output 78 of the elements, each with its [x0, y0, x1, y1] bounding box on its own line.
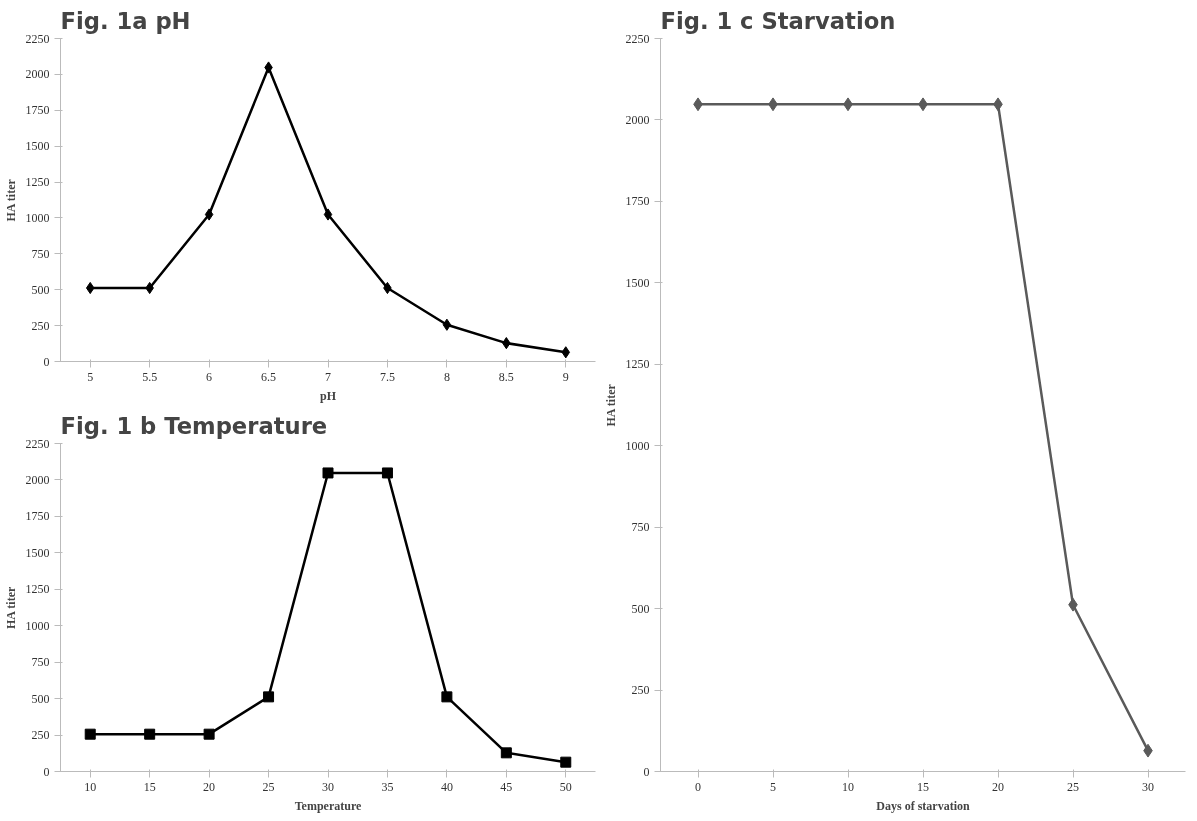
x-tick-label: 50	[559, 779, 572, 794]
point	[500, 747, 512, 759]
y-axis-title: HA titer	[603, 383, 618, 427]
x-tick-label: 7.5	[379, 369, 395, 384]
y-tick-label: 2250	[25, 31, 50, 46]
x-tick-label: 20	[203, 779, 216, 794]
y-tick-label: 2250	[625, 31, 650, 46]
x-tick-label: 8.5	[498, 369, 514, 384]
y-tick-label: 1000	[25, 210, 50, 225]
chart-title: Fig. 1 c Starvation	[660, 7, 896, 34]
x-tick-label: 15	[917, 779, 929, 794]
y-tick-label: 2250	[25, 436, 50, 451]
y-tick-label: 0	[43, 354, 50, 369]
point	[204, 208, 214, 221]
y-tick-label: 1250	[625, 357, 650, 372]
y-axis-title: HA titer	[3, 586, 18, 629]
chart-title: Fig. 1 b Temperature	[60, 412, 328, 439]
x-tick-label: 20	[992, 779, 1004, 794]
y-tick-label: 1500	[625, 275, 650, 290]
y-tick-label: 1000	[25, 618, 50, 633]
point	[381, 467, 393, 479]
x-tick-label: 35	[381, 779, 394, 794]
x-tick-label: 6	[206, 369, 213, 384]
x-tick-label: 10	[84, 779, 97, 794]
chart-title: Fig. 1a pH	[60, 7, 191, 34]
x-axis-title: Days of starvation	[876, 798, 970, 813]
point	[441, 691, 453, 703]
point	[85, 281, 95, 295]
x-tick-label: 5	[770, 779, 776, 794]
y-tick-label: 1250	[25, 175, 50, 190]
y-tick-label: 1750	[25, 103, 50, 118]
x-tick-label: 7	[325, 369, 331, 384]
x-tick-label: 30	[1142, 779, 1154, 794]
x-tick-label: 5	[87, 369, 94, 384]
y-tick-label: 2000	[625, 112, 650, 127]
x-axis-title: Temperature	[294, 798, 362, 813]
y-tick-label: 0	[643, 764, 650, 779]
y-tick-label: 250	[31, 318, 50, 333]
y-tick-label: 500	[31, 282, 50, 297]
point	[144, 728, 156, 740]
point	[203, 728, 215, 740]
y-tick-label: 750	[631, 520, 650, 535]
y-tick-label: 1750	[25, 509, 50, 524]
x-tick-label: 25	[1067, 779, 1079, 794]
point	[442, 318, 452, 331]
y-tick-label: 500	[31, 691, 50, 706]
point	[263, 691, 275, 703]
x-tick-label: 8	[443, 369, 450, 384]
x-tick-label: 25	[262, 779, 275, 794]
x-tick-label: 40	[440, 779, 453, 794]
y-tick-label: 2000	[25, 67, 50, 82]
x-tick-label: 9	[562, 369, 569, 384]
y-tick-label: 750	[31, 246, 50, 261]
y-tick-label: 1000	[625, 438, 650, 453]
y-tick-label: 250	[631, 683, 650, 698]
y-tick-label: 1500	[25, 545, 50, 560]
point	[84, 728, 96, 740]
point	[560, 756, 572, 768]
point	[322, 467, 334, 479]
y-tick-label: 1750	[625, 194, 650, 209]
x-tick-label: 45	[500, 779, 513, 794]
x-tick-label: 30	[322, 779, 334, 794]
x-tick-label: 5.5	[142, 369, 158, 384]
y-tick-label: 750	[31, 655, 50, 670]
y-tick-label: 2000	[25, 472, 50, 487]
point	[561, 346, 571, 359]
x-tick-label: 6.5	[261, 369, 277, 384]
x-axis-title: pH	[320, 388, 337, 403]
x-tick-label: 15	[143, 779, 156, 794]
point	[323, 208, 333, 221]
y-tick-label: 500	[631, 601, 650, 616]
y-tick-label: 1500	[25, 139, 50, 154]
y-tick-label: 250	[31, 728, 50, 743]
x-tick-label: 10	[842, 779, 854, 794]
y-tick-label: 1250	[25, 582, 50, 597]
x-tick-label: 0	[695, 779, 701, 794]
y-axis-title: HA titer	[3, 178, 18, 222]
y-tick-label: 0	[43, 764, 50, 779]
